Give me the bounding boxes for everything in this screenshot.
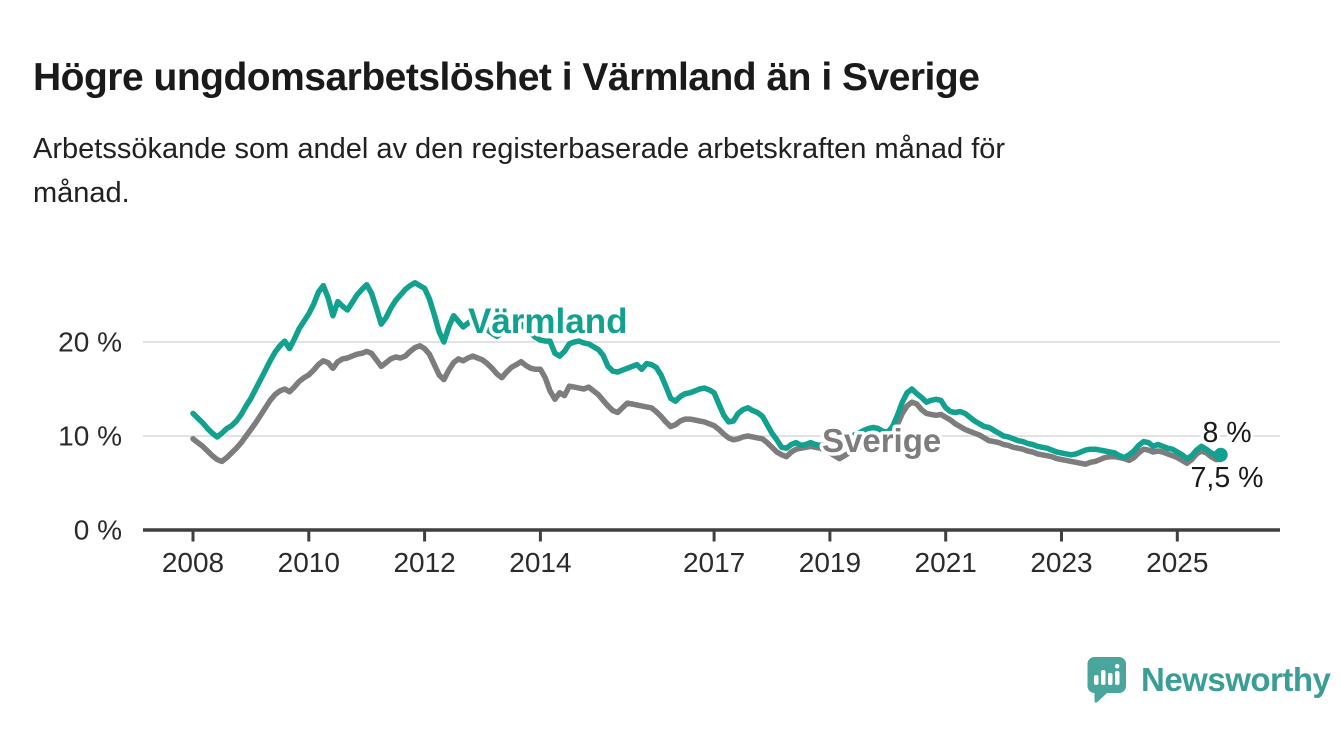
x-axis-label-2010: 2010: [278, 547, 340, 578]
page-subtitle-line2: månad.: [33, 177, 130, 210]
y-axis-label-0: 0 %: [74, 515, 122, 546]
x-axis-label-2023: 2023: [1030, 547, 1092, 578]
x-axis-label-2021: 2021: [915, 547, 977, 578]
x-axis-label-2014: 2014: [509, 547, 571, 578]
y-axis-label-20: 20 %: [58, 327, 122, 358]
newsworthy-brand: Newsworthy: [1086, 656, 1331, 704]
varmland-end-value-label: 8 %: [1202, 417, 1251, 449]
sverige-series-label: Sverige: [822, 422, 941, 459]
page-subtitle: Arbetssökande som andel av den registerb…: [33, 127, 1273, 215]
x-axis-label-2017: 2017: [683, 547, 745, 578]
varmland-end-dot: [1213, 447, 1228, 462]
x-axis-label-2008: 2008: [162, 547, 224, 578]
page-subtitle-line1: Arbetssökande som andel av den registerb…: [33, 133, 1006, 165]
newsworthy-logo-icon: [1087, 657, 1126, 703]
newsworthy-logo-text: Newsworthy: [1141, 661, 1331, 698]
sverige-line: [190, 343, 1224, 467]
sverige-end-value-label: 7,5 %: [1191, 462, 1264, 494]
x-axis-label-2025: 2025: [1146, 547, 1208, 578]
y-axis-label-10: 10 %: [58, 421, 122, 452]
varmland-line: [190, 280, 1224, 462]
x-axis-label-2012: 2012: [393, 547, 455, 578]
page-title: Högre ungdomsarbetslöshet i Värmland än …: [33, 56, 980, 100]
varmland-series-label: Värmland: [468, 302, 628, 341]
x-axis-label-2019: 2019: [799, 547, 861, 578]
